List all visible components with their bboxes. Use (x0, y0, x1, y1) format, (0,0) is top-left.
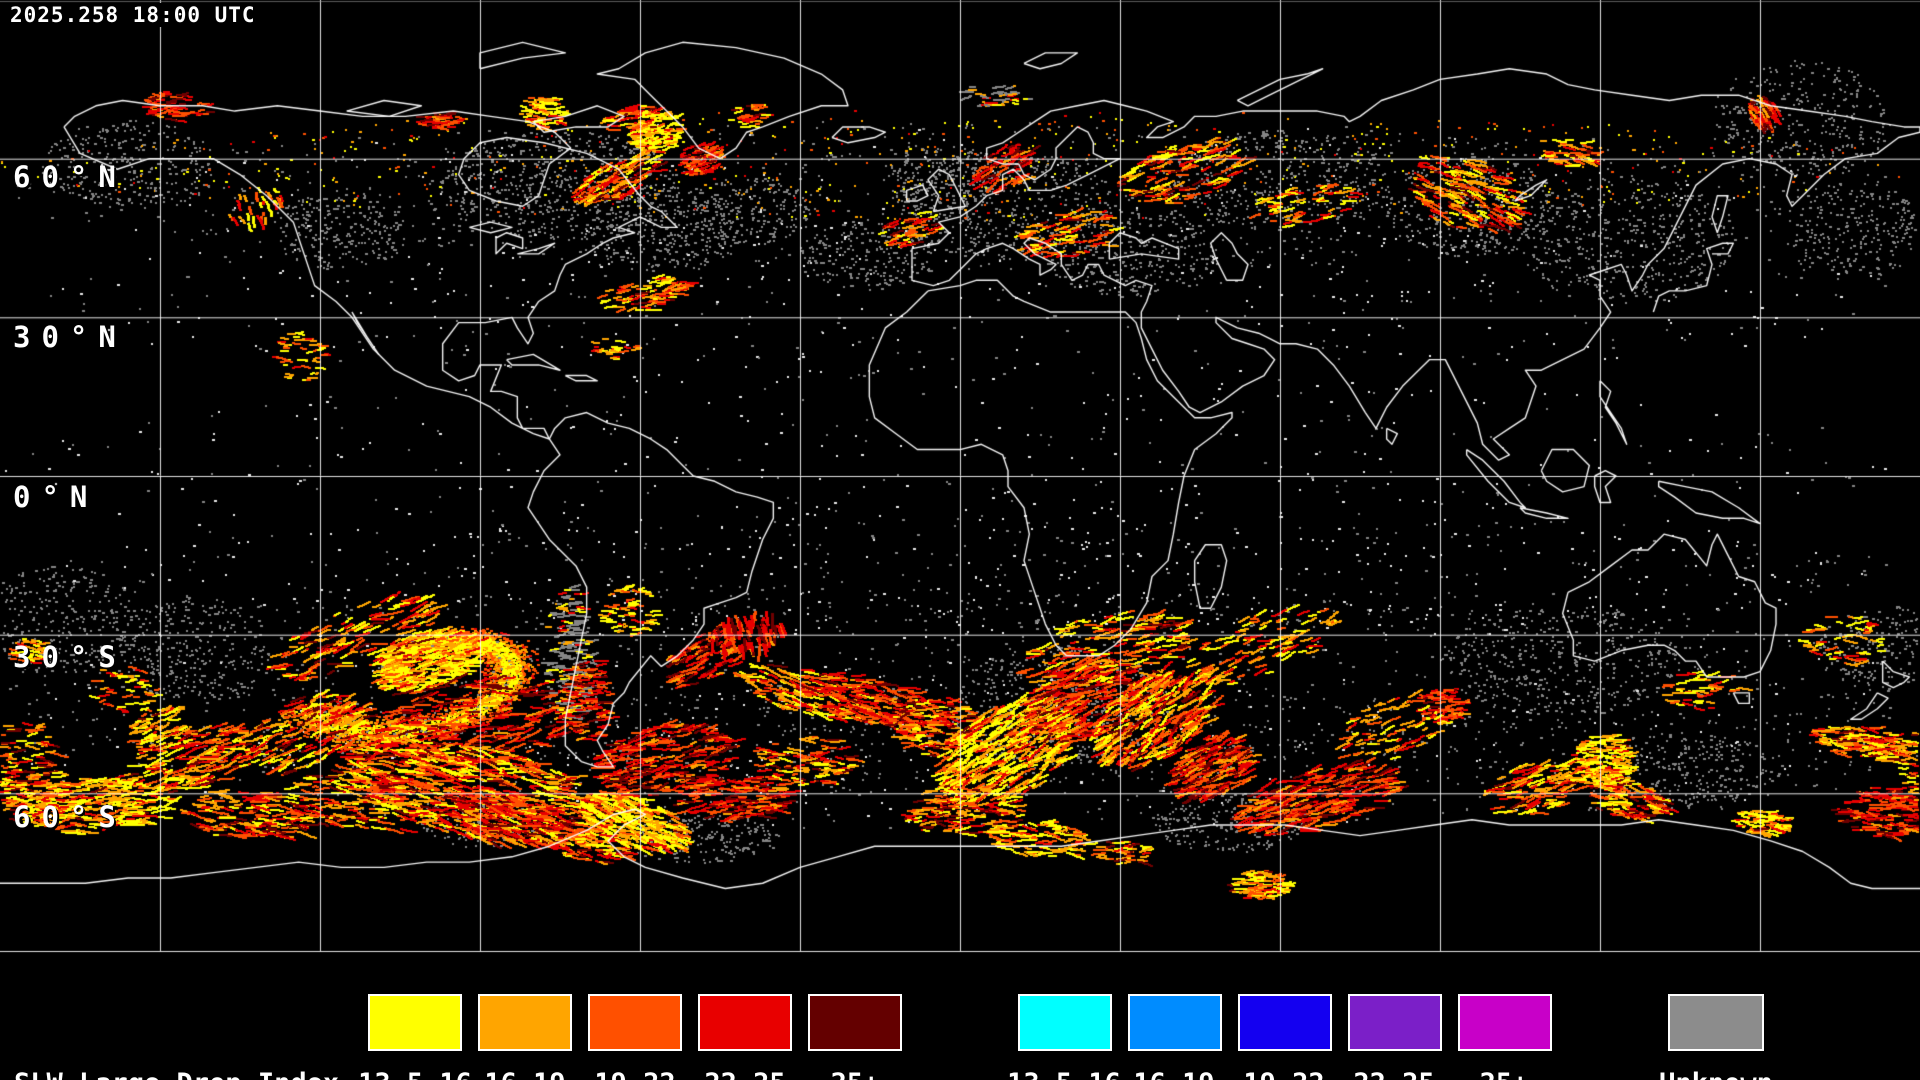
legend-label-snow-25plus: 25+ (1480, 1068, 1529, 1080)
legend-label-warm-13.5-16: 13.5-16 (358, 1068, 472, 1080)
legend-swatch-snow-13.5-16 (1018, 994, 1112, 1051)
legend-label-unknown: Unknown (1659, 1068, 1773, 1080)
legend-swatch-snow-22-25 (1348, 994, 1442, 1051)
lat-label-30s: 30°S (13, 640, 127, 674)
legend-swatch-warm-25plus (808, 994, 902, 1051)
legend-label-snow-16-19: 16-19 (1133, 1068, 1214, 1080)
legend-label-snow-22-25: 22-25 (1353, 1068, 1434, 1080)
legend-swatch-warm-19-22 (588, 994, 682, 1051)
legend-swatch-warm-22-25 (698, 994, 792, 1051)
legend-swatch-warm-13.5-16 (368, 994, 462, 1051)
lat-label-60s: 60°S (13, 800, 127, 834)
legend-swatch-snow-16-19 (1128, 994, 1222, 1051)
legend-label-warm-16-19: 16-19 (484, 1068, 565, 1080)
lat-label-30n: 30°N (13, 320, 127, 354)
legend-title: SLW Large Drop Index (14, 1068, 339, 1080)
lat-label-0n: 0°N (13, 480, 99, 514)
legend-label-warm-22-25: 22-25 (704, 1068, 785, 1080)
legend-swatch-snow-19-22 (1238, 994, 1332, 1051)
legend-swatch-unknown (1668, 994, 1764, 1051)
legend-label-warm-19-22: 19-22 (594, 1068, 675, 1080)
legend-label-snow-13.5-16: 13.5-16 (1007, 1068, 1121, 1080)
timestamp: 2025.258 18:00 UTC (6, 3, 260, 27)
legend-label-snow-19-22: 19-22 (1243, 1068, 1324, 1080)
legend-swatch-snow-25plus (1458, 994, 1552, 1051)
legend-label-warm-25plus: 25+ (831, 1068, 880, 1080)
legend-swatch-warm-16-19 (478, 994, 572, 1051)
lat-label-60n: 60°N (13, 160, 127, 194)
